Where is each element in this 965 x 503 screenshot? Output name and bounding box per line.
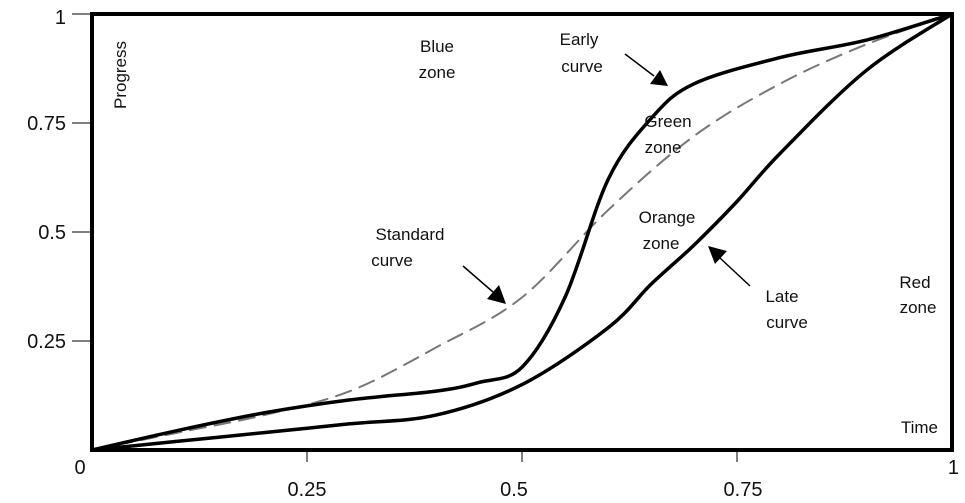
y-tick-label: 0.75	[27, 113, 66, 135]
y-axis-title: Progress	[111, 41, 130, 109]
curve-label-line: Early	[560, 30, 599, 49]
x-axis-ticks: 0 0.25 0.5 0.75 1	[74, 450, 959, 501]
y-tick-label: 1	[55, 7, 66, 29]
blue-zone-label: Blue zone	[419, 37, 456, 82]
origin-label: 0	[74, 457, 85, 479]
zone-label-line: Green	[644, 112, 691, 131]
x-tick-label: 0.5	[500, 479, 528, 501]
zone-label-line: Red	[899, 273, 930, 292]
red-zone-label: Red zone	[899, 273, 936, 317]
green-zone-label: Green zone	[644, 112, 691, 157]
x-tick-label: 1	[948, 457, 959, 479]
late-curve-label: Late curve	[765, 287, 807, 332]
late-curve-arrow	[708, 246, 751, 287]
arrows	[462, 53, 751, 304]
early-curve-line	[90, 12, 954, 452]
curve-label-line: curve	[371, 251, 413, 270]
annotations: Blue zone Early curve Green zone Standar…	[371, 30, 936, 332]
y-axis-ticks: 0.25 0.5 0.75 1	[27, 7, 92, 353]
standard-curve-label: Standard curve	[371, 225, 444, 270]
x-tick-label: 0.75	[724, 479, 763, 501]
late-curve-line	[90, 12, 954, 452]
x-axis-title: Time	[901, 418, 938, 437]
zone-label-line: Blue	[420, 37, 454, 56]
series-layer	[90, 12, 954, 452]
curve-label-line: curve	[766, 313, 808, 332]
zone-label-line: zone	[419, 63, 456, 82]
zone-label-line: zone	[645, 138, 682, 157]
zone-label-line: Orange	[639, 208, 696, 227]
early-curve-label: Early curve	[560, 30, 603, 76]
y-tick-label: 0.5	[38, 222, 66, 244]
curve-label-line: Standard	[376, 225, 445, 244]
curve-label-line: curve	[561, 57, 603, 76]
curve-label-line: Late	[765, 287, 798, 306]
standard-curve-arrow	[462, 265, 506, 304]
early-curve-arrow	[624, 53, 668, 86]
y-tick-label: 0.25	[27, 331, 66, 353]
zone-label-line: zone	[900, 298, 937, 317]
orange-zone-label: Orange zone	[639, 208, 696, 253]
standard-curve-line	[91, 13, 953, 451]
zone-label-line: zone	[643, 234, 680, 253]
x-tick-label: 0.25	[288, 479, 327, 501]
